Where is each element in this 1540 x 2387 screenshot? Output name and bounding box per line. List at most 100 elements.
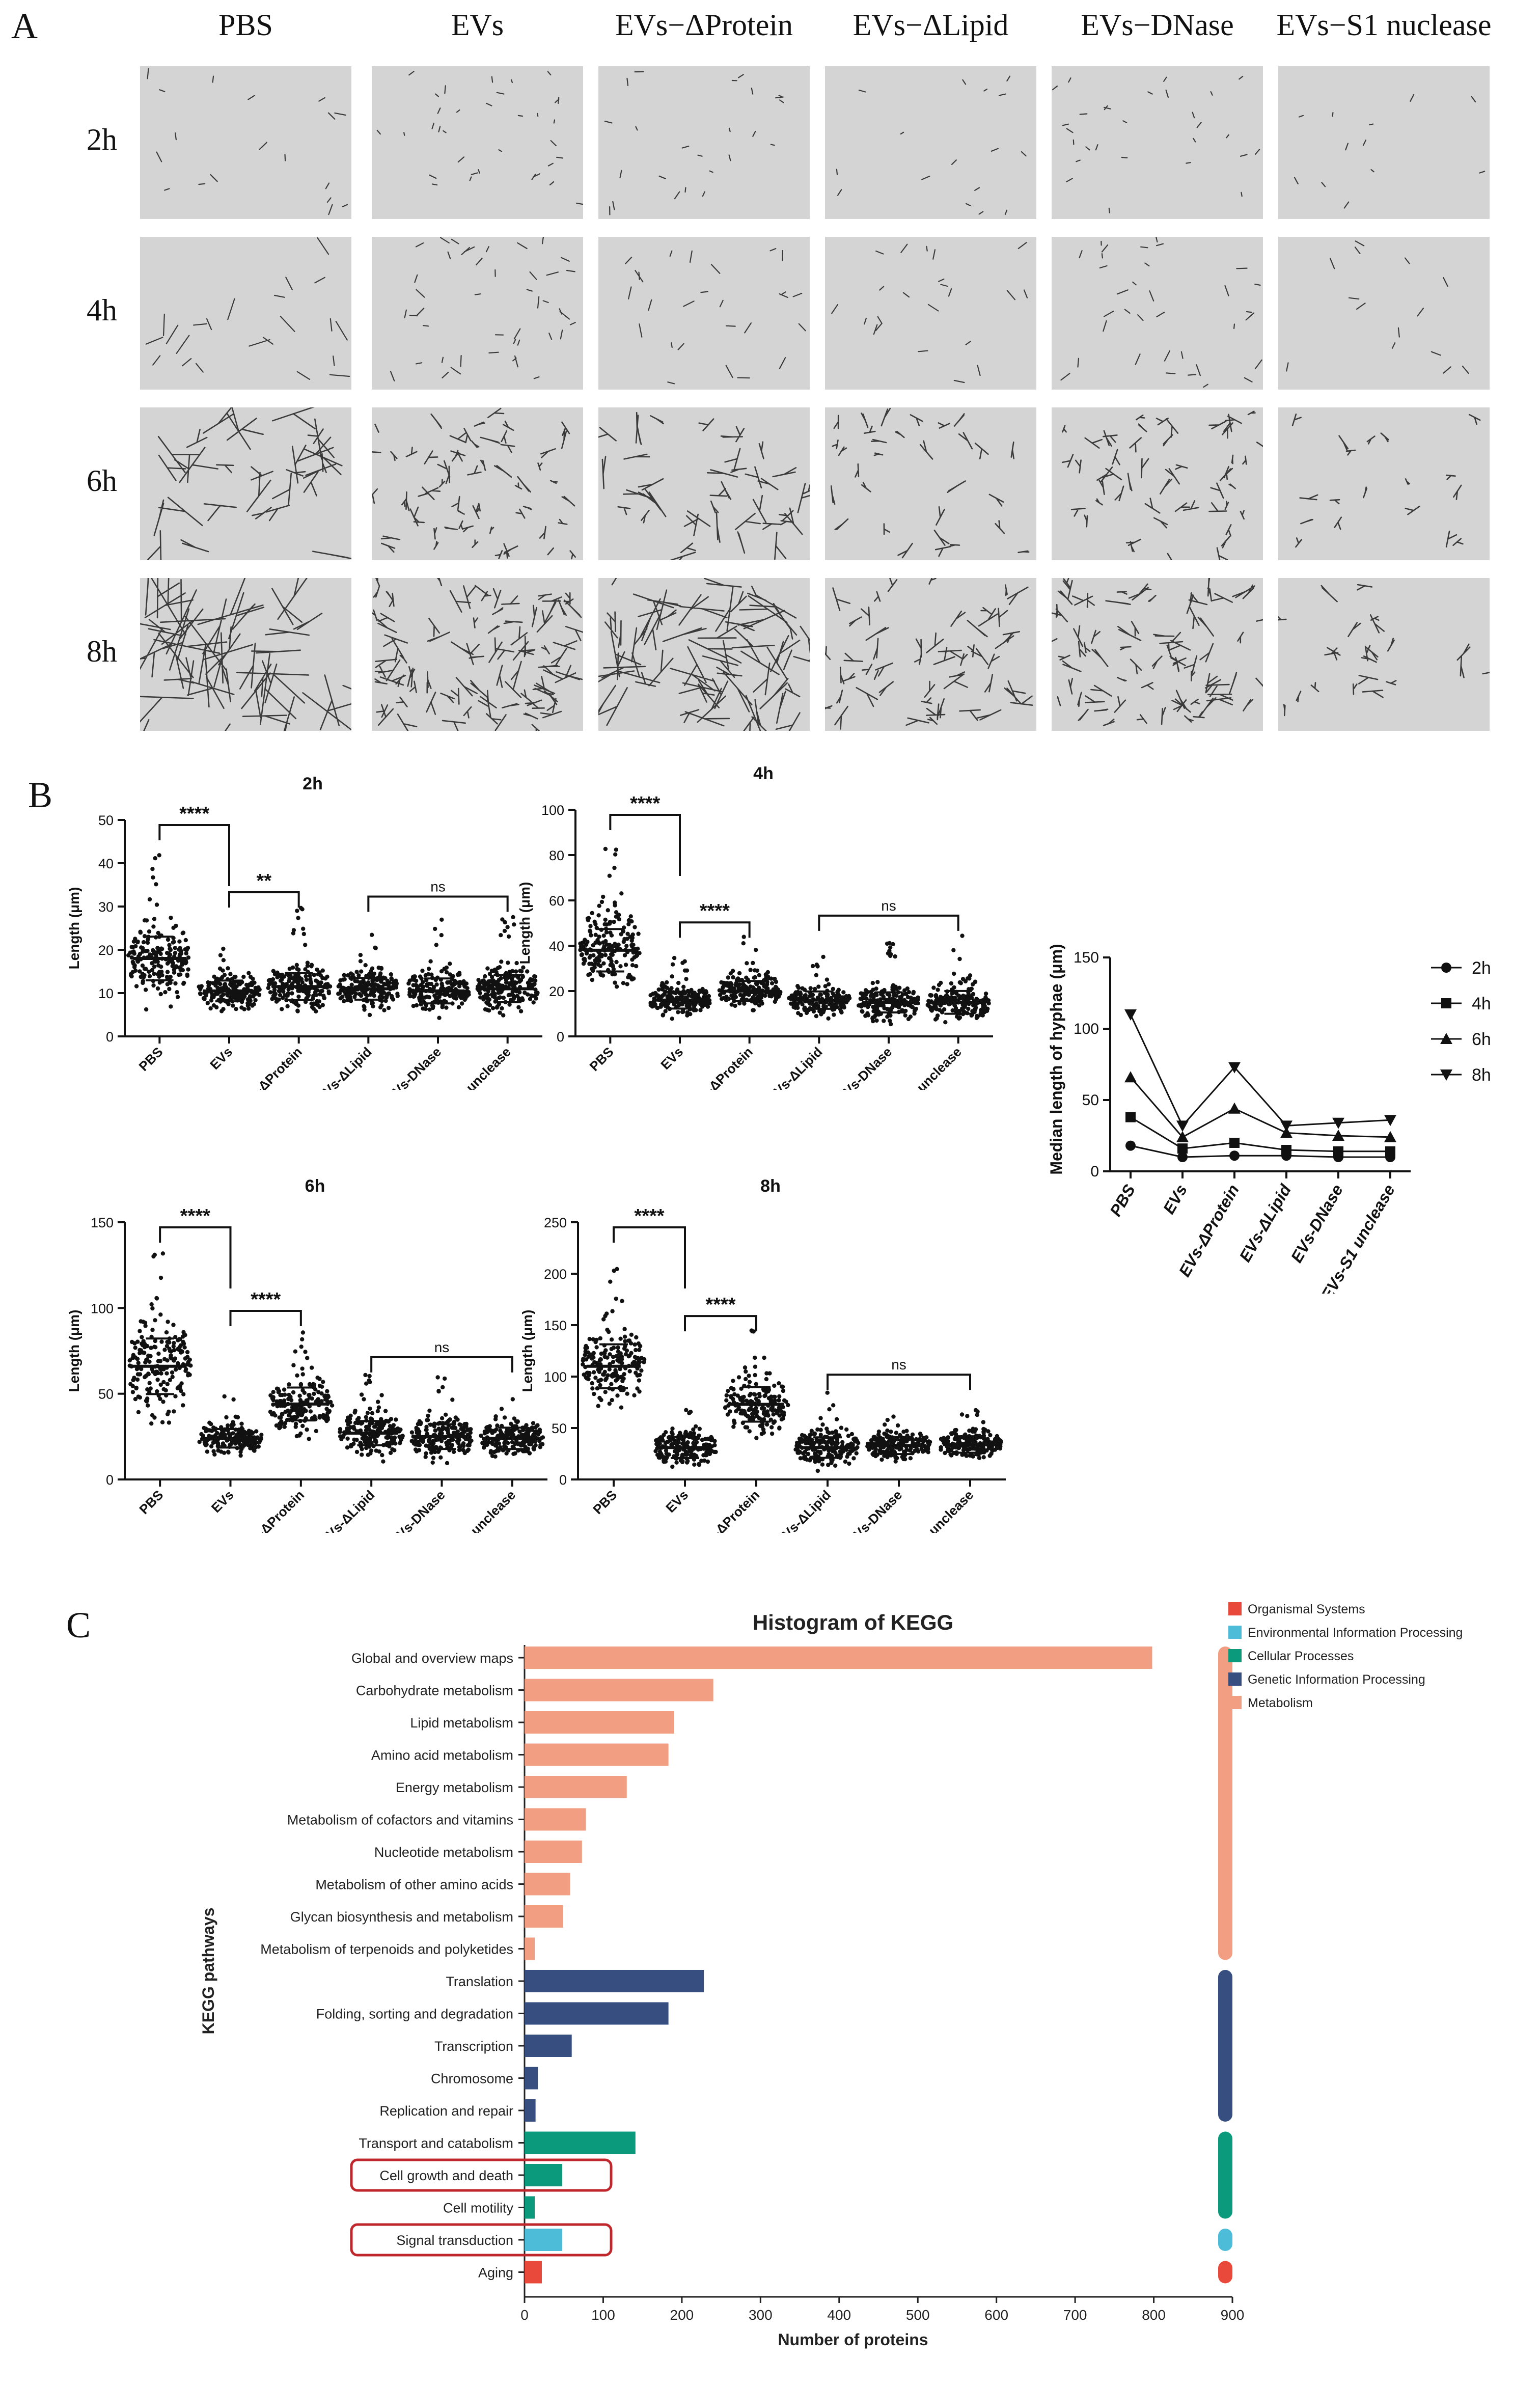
data-point bbox=[153, 1318, 157, 1323]
data-point bbox=[777, 1426, 782, 1431]
data-point bbox=[426, 967, 431, 971]
data-point bbox=[151, 983, 156, 988]
data-point bbox=[498, 1010, 502, 1015]
data-point bbox=[389, 976, 394, 981]
column-header: EVs−S1 nuclease bbox=[1276, 8, 1492, 42]
data-point bbox=[143, 1360, 148, 1365]
data-point bbox=[943, 1020, 948, 1025]
y-tick-label: 50 bbox=[1082, 1092, 1099, 1109]
data-point bbox=[772, 1419, 777, 1424]
data-point bbox=[622, 1372, 626, 1377]
data-point bbox=[583, 1353, 587, 1357]
data-point bbox=[732, 999, 736, 1003]
data-point bbox=[130, 959, 135, 964]
data-point bbox=[164, 1371, 169, 1376]
data-point bbox=[467, 1443, 472, 1447]
data-point bbox=[527, 1429, 531, 1434]
data-point bbox=[307, 1382, 312, 1387]
data-point bbox=[245, 1442, 250, 1447]
data-point bbox=[296, 916, 300, 920]
hyphae-strands bbox=[1278, 584, 1490, 717]
data-point bbox=[293, 1349, 298, 1354]
row-header: 6h bbox=[87, 464, 117, 498]
data-point bbox=[675, 1451, 679, 1456]
data-point bbox=[147, 969, 151, 974]
data-point bbox=[395, 992, 400, 996]
data-point bbox=[353, 1408, 358, 1413]
data-point bbox=[205, 1449, 210, 1454]
data-point bbox=[368, 1380, 372, 1384]
series-2h bbox=[1125, 1140, 1395, 1162]
micrograph-image bbox=[140, 237, 351, 390]
legend-label: 6h bbox=[1472, 1030, 1491, 1049]
data-point bbox=[538, 1445, 542, 1449]
data-point bbox=[983, 991, 988, 996]
data-point bbox=[830, 1458, 835, 1462]
y-tick-label: 0 bbox=[106, 1029, 114, 1045]
data-point bbox=[373, 982, 377, 986]
y-tick-label: 40 bbox=[98, 856, 114, 871]
data-point bbox=[670, 1426, 675, 1431]
data-point bbox=[630, 963, 635, 968]
data-point bbox=[744, 975, 749, 980]
data-point bbox=[749, 1399, 753, 1404]
chart-title: 4h bbox=[753, 764, 774, 783]
data-point bbox=[414, 978, 419, 983]
data-point bbox=[924, 1435, 929, 1440]
data-point bbox=[747, 993, 751, 997]
data-point bbox=[757, 1394, 762, 1398]
data-point bbox=[652, 1000, 656, 1005]
data-point bbox=[587, 962, 592, 966]
data-point bbox=[590, 967, 594, 971]
data-point bbox=[704, 1453, 709, 1458]
x-tick-label: EVs-ΔProtein bbox=[234, 1044, 305, 1090]
data-point bbox=[135, 1377, 140, 1382]
data-point bbox=[233, 1414, 238, 1419]
data-point bbox=[854, 1451, 859, 1456]
data-point bbox=[257, 993, 262, 997]
data-point bbox=[254, 1429, 259, 1434]
data-point bbox=[438, 1455, 443, 1460]
data-point bbox=[826, 1016, 831, 1021]
data-point bbox=[169, 1004, 173, 1009]
data-point bbox=[724, 1398, 729, 1403]
data-point bbox=[280, 1007, 284, 1011]
data-point bbox=[138, 1395, 142, 1400]
data-point bbox=[830, 1430, 835, 1435]
data-point bbox=[445, 1461, 450, 1466]
data-point bbox=[637, 1378, 642, 1383]
data-point bbox=[1441, 963, 1451, 973]
data-point bbox=[606, 908, 610, 913]
data-point bbox=[356, 973, 361, 978]
data-point bbox=[602, 944, 607, 949]
data-point bbox=[435, 1375, 440, 1380]
data-point bbox=[209, 1444, 214, 1449]
data-point bbox=[170, 1370, 175, 1375]
data-point bbox=[501, 1013, 506, 1018]
data-point bbox=[246, 971, 251, 975]
data-point bbox=[215, 1440, 219, 1445]
data-point bbox=[442, 992, 447, 997]
data-point bbox=[480, 1441, 485, 1445]
significance-bracket bbox=[159, 1226, 232, 1288]
data-point bbox=[168, 1378, 172, 1382]
micrograph-cells bbox=[831, 242, 1028, 383]
data-point bbox=[525, 969, 530, 974]
data-point bbox=[130, 1384, 135, 1388]
data-point bbox=[874, 986, 878, 991]
row-header: 2h bbox=[87, 123, 117, 156]
micrograph-image bbox=[1278, 237, 1490, 390]
data-point bbox=[213, 992, 218, 997]
data-point bbox=[364, 1437, 368, 1441]
data-point bbox=[144, 918, 149, 923]
data-point bbox=[670, 974, 674, 979]
data-point bbox=[637, 1348, 642, 1352]
data-point bbox=[533, 1439, 538, 1444]
data-point bbox=[630, 944, 635, 949]
series-line bbox=[1130, 1014, 1391, 1128]
data-point bbox=[632, 1342, 637, 1347]
data-point bbox=[218, 953, 223, 957]
data-point bbox=[927, 1440, 931, 1445]
data-point bbox=[419, 996, 424, 1001]
data-point bbox=[439, 969, 444, 974]
